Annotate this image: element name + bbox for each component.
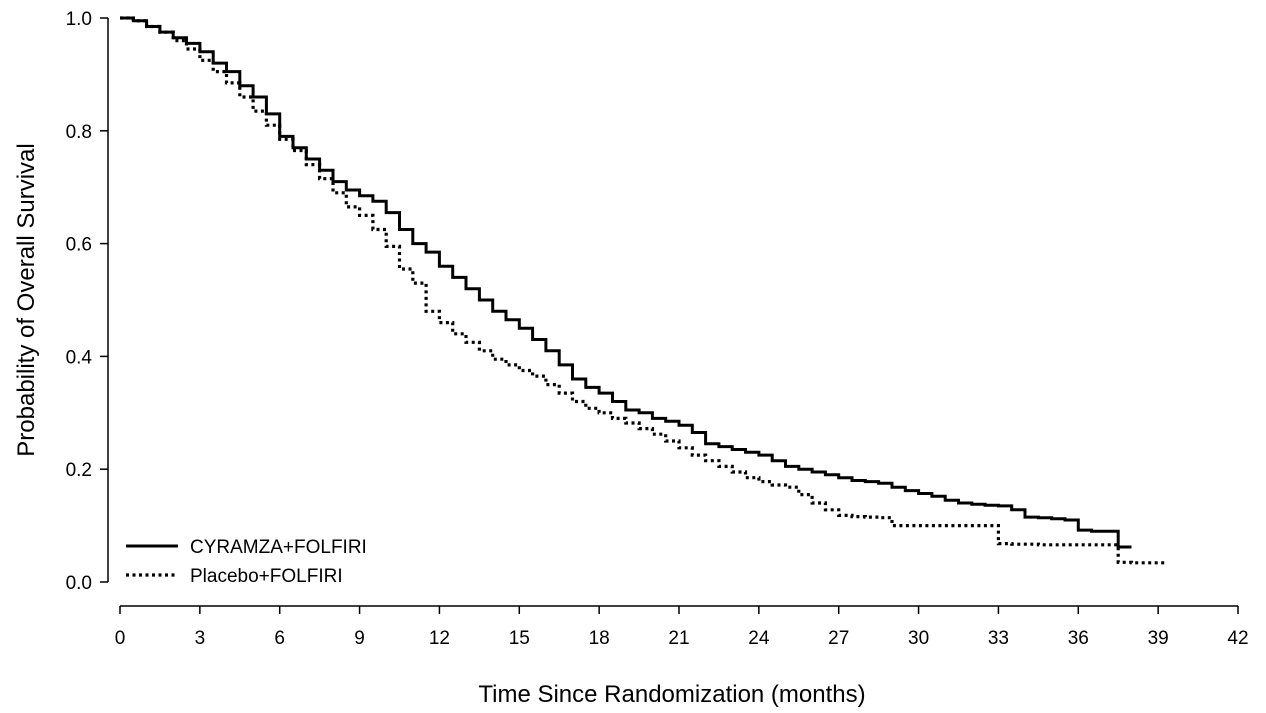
y-tick-label: 0.8 (66, 122, 92, 143)
x-tick-label: 42 (1227, 628, 1248, 649)
x-tick-label: 27 (828, 628, 849, 649)
x-tick-label: 33 (988, 628, 1009, 649)
series-line-cyramza-folfiri (120, 16, 1132, 549)
x-tick-label: 18 (589, 628, 610, 649)
y-tick-label: 1.0 (66, 9, 92, 30)
x-tick-label: 3 (195, 628, 206, 649)
y-axis-title: Probability of Overall Survival (13, 143, 40, 456)
legend-label-placebo-folfiri: Placebo+FOLFIRI (190, 566, 343, 587)
axes-layer: 0.00.20.40.60.81.00 3 6 9 12 15 18 21 24 27 30 33 36… (66, 9, 1249, 649)
y-tick-label: 0.0 (66, 573, 92, 594)
x-tick-label: 24 (748, 628, 770, 649)
x-tick-label: 0 (115, 628, 126, 649)
y-tick-label: 0.4 (66, 347, 93, 368)
x-axis-title: Time Since Randomization (months) (478, 681, 865, 708)
x-tick-label: 36 (1068, 628, 1089, 649)
x-tick-label: 6 (274, 628, 285, 649)
series-layer (120, 16, 1167, 565)
x-tick-label: 12 (429, 628, 450, 649)
y-tick-label: 0.2 (66, 460, 92, 481)
x-tick-label: 15 (509, 628, 530, 649)
series-line-placebo-folfiri (120, 16, 1167, 565)
x-tick-label: 21 (668, 628, 689, 649)
x-tick-label: 30 (908, 628, 929, 649)
legend: CYRAMZA+FOLFIRI Placebo+FOLFIRI (126, 537, 367, 587)
y-tick-label: 0.6 (66, 235, 92, 256)
x-tick-label: 9 (354, 628, 365, 649)
legend-label-cyramza-folfiri: CYRAMZA+FOLFIRI (190, 537, 367, 558)
x-tick-label: 39 (1148, 628, 1169, 649)
